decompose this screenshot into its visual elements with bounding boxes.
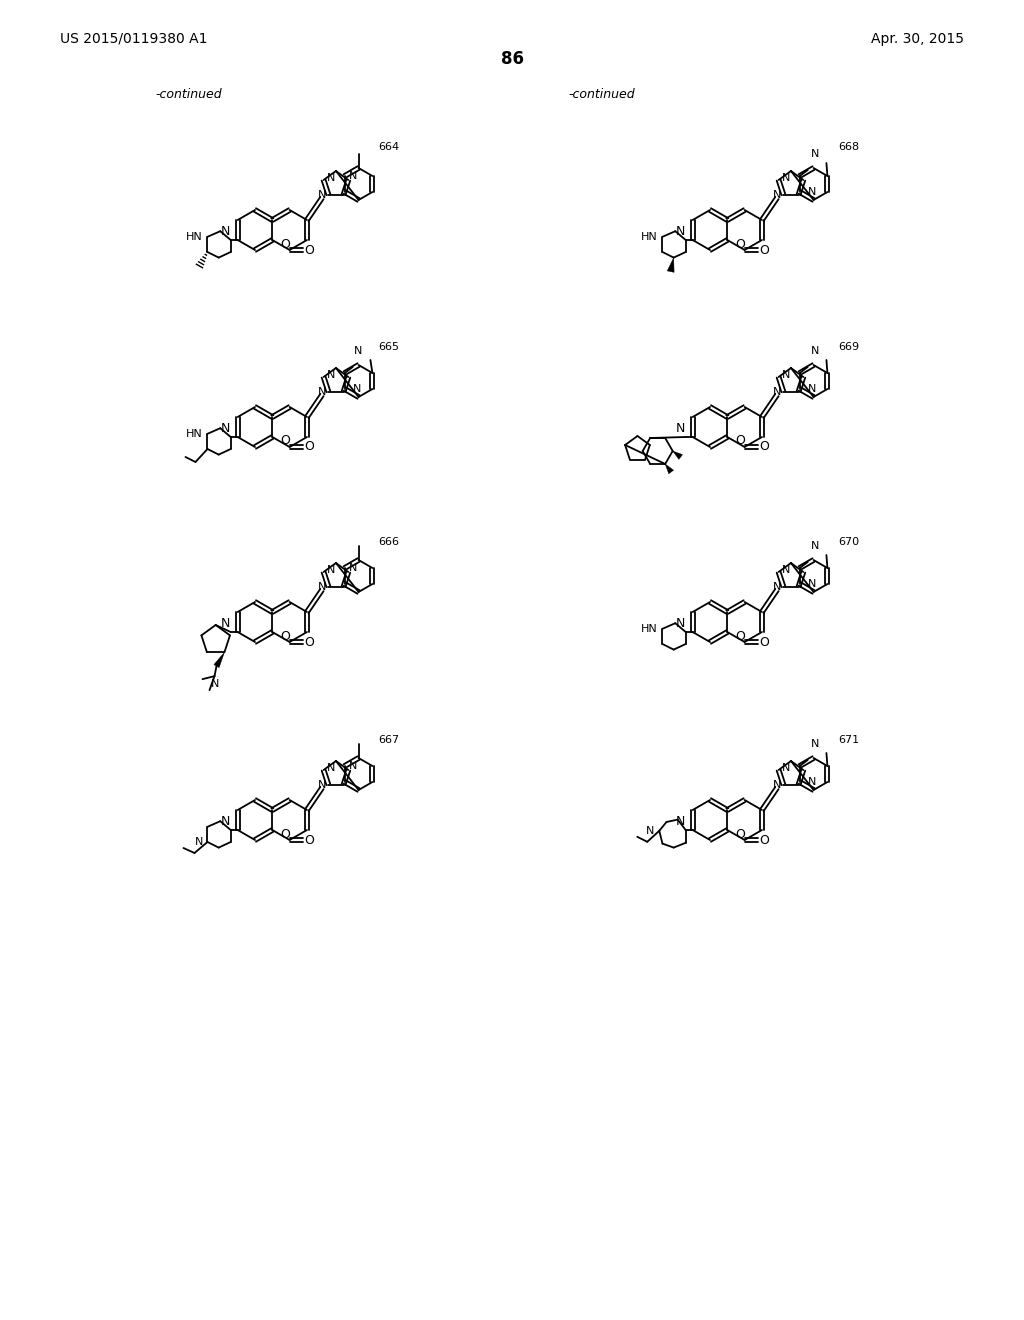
Text: 86: 86 bbox=[501, 50, 523, 69]
Text: N: N bbox=[349, 564, 357, 573]
Text: HN: HN bbox=[185, 429, 203, 438]
Text: HN: HN bbox=[641, 624, 657, 634]
Text: N: N bbox=[317, 780, 327, 789]
Text: N: N bbox=[327, 370, 335, 380]
Text: O: O bbox=[280, 434, 290, 447]
Text: N: N bbox=[211, 678, 220, 689]
Text: N: N bbox=[675, 814, 685, 828]
Text: N: N bbox=[781, 173, 790, 183]
Text: O: O bbox=[305, 833, 314, 846]
Text: 665: 665 bbox=[378, 342, 399, 352]
Text: O: O bbox=[760, 441, 770, 454]
Text: N: N bbox=[781, 565, 790, 576]
Text: N: N bbox=[811, 346, 820, 356]
Text: 670: 670 bbox=[838, 537, 859, 546]
Text: N: N bbox=[781, 370, 790, 380]
Text: O: O bbox=[305, 635, 314, 648]
Text: N: N bbox=[349, 172, 357, 181]
Text: O: O bbox=[760, 243, 770, 256]
Text: N: N bbox=[675, 422, 685, 436]
Text: Apr. 30, 2015: Apr. 30, 2015 bbox=[871, 32, 964, 46]
Text: N: N bbox=[811, 149, 820, 158]
Text: O: O bbox=[280, 630, 290, 643]
Text: -continued: -continued bbox=[568, 88, 635, 102]
Text: N: N bbox=[327, 565, 335, 576]
Text: N: N bbox=[808, 579, 816, 589]
Text: N: N bbox=[781, 763, 790, 774]
Text: O: O bbox=[305, 243, 314, 256]
Text: N: N bbox=[675, 616, 685, 630]
Text: N: N bbox=[646, 826, 654, 836]
Text: N: N bbox=[352, 384, 361, 393]
Text: N: N bbox=[349, 762, 357, 771]
Text: -continued: -continued bbox=[155, 88, 221, 102]
Text: 668: 668 bbox=[838, 143, 859, 152]
Text: N: N bbox=[220, 814, 229, 828]
Text: N: N bbox=[773, 190, 781, 199]
Text: O: O bbox=[735, 238, 744, 251]
Text: US 2015/0119380 A1: US 2015/0119380 A1 bbox=[60, 32, 208, 46]
Text: N: N bbox=[811, 541, 820, 550]
Text: N: N bbox=[196, 837, 204, 847]
Text: O: O bbox=[280, 828, 290, 841]
Text: O: O bbox=[760, 635, 770, 648]
Text: N: N bbox=[675, 224, 685, 238]
Text: N: N bbox=[317, 582, 327, 591]
Polygon shape bbox=[666, 465, 674, 474]
Text: N: N bbox=[808, 777, 816, 787]
Text: N: N bbox=[808, 187, 816, 197]
Text: HN: HN bbox=[185, 232, 203, 242]
Text: N: N bbox=[327, 763, 335, 774]
Text: O: O bbox=[280, 238, 290, 251]
Text: 667: 667 bbox=[378, 735, 399, 744]
Text: N: N bbox=[317, 387, 327, 396]
Text: N: N bbox=[220, 422, 229, 436]
Text: N: N bbox=[327, 173, 335, 183]
Text: N: N bbox=[220, 224, 229, 238]
Text: N: N bbox=[220, 616, 229, 630]
Text: O: O bbox=[735, 828, 744, 841]
Text: HN: HN bbox=[641, 232, 657, 242]
Text: N: N bbox=[354, 346, 362, 356]
Polygon shape bbox=[214, 652, 224, 668]
Text: 664: 664 bbox=[378, 143, 399, 152]
Text: N: N bbox=[773, 582, 781, 591]
Text: N: N bbox=[811, 739, 820, 748]
Text: O: O bbox=[735, 630, 744, 643]
Text: O: O bbox=[305, 441, 314, 454]
Text: N: N bbox=[317, 190, 327, 199]
Text: O: O bbox=[735, 434, 744, 447]
Text: N: N bbox=[808, 384, 816, 393]
Text: O: O bbox=[760, 833, 770, 846]
Text: 671: 671 bbox=[838, 735, 859, 744]
Text: N: N bbox=[773, 780, 781, 789]
Polygon shape bbox=[668, 257, 674, 272]
Text: 669: 669 bbox=[838, 342, 859, 352]
Text: N: N bbox=[773, 387, 781, 396]
Polygon shape bbox=[673, 451, 682, 459]
Text: 666: 666 bbox=[378, 537, 399, 546]
